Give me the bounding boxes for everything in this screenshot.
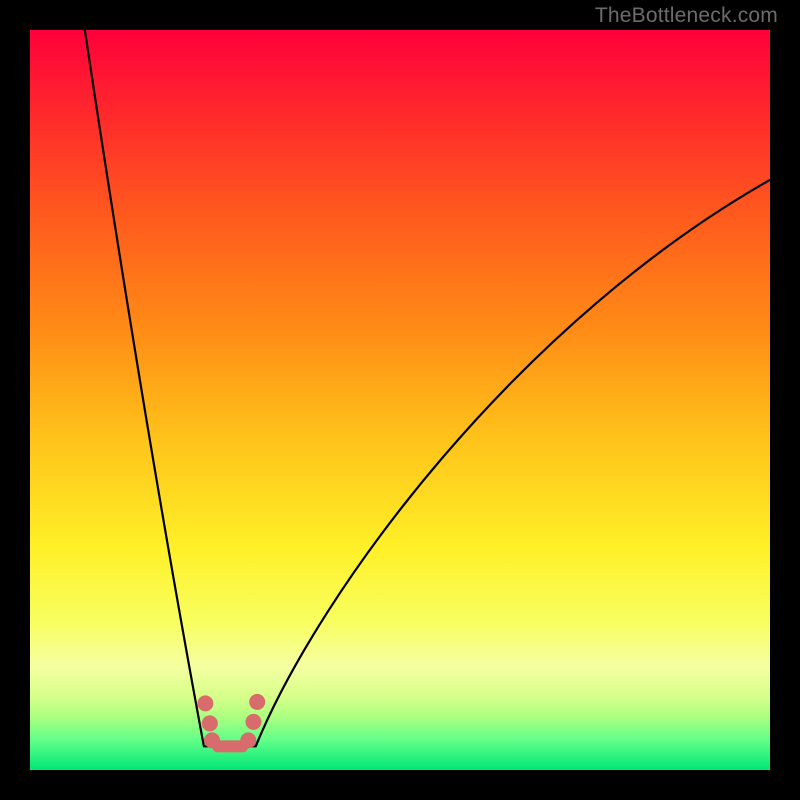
plot-area [30,30,770,770]
valley-dot [202,715,218,731]
valley-dot [197,695,213,711]
gradient-background [30,30,770,770]
valley-dot [240,732,256,748]
chart-svg [30,30,770,770]
valley-dot [249,694,265,710]
watermark-text: TheBottleneck.com [595,4,778,28]
valley-dot [245,714,261,730]
valley-dot [204,732,220,748]
